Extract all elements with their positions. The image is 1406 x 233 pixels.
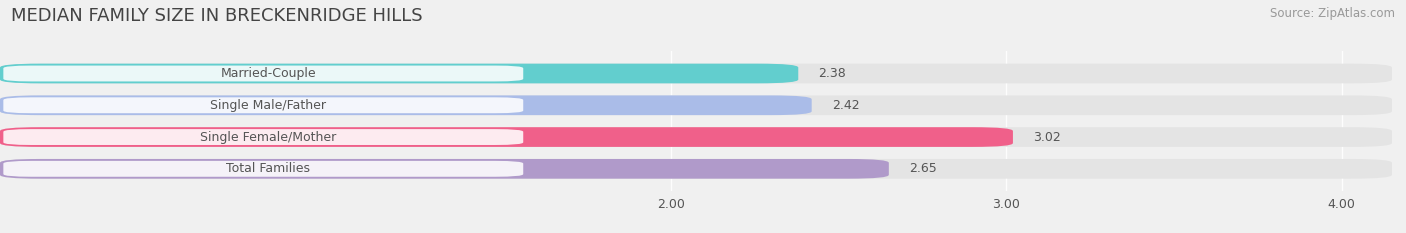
- Text: 2.42: 2.42: [832, 99, 859, 112]
- Text: Single Female/Mother: Single Female/Mother: [200, 130, 336, 144]
- FancyBboxPatch shape: [0, 127, 1392, 147]
- FancyBboxPatch shape: [0, 127, 1012, 147]
- FancyBboxPatch shape: [0, 96, 811, 115]
- Text: Source: ZipAtlas.com: Source: ZipAtlas.com: [1270, 7, 1395, 20]
- FancyBboxPatch shape: [0, 64, 1392, 83]
- Text: Married-Couple: Married-Couple: [221, 67, 316, 80]
- FancyBboxPatch shape: [0, 159, 889, 179]
- FancyBboxPatch shape: [0, 96, 1392, 115]
- FancyBboxPatch shape: [3, 161, 523, 177]
- Text: 2.65: 2.65: [908, 162, 936, 175]
- FancyBboxPatch shape: [0, 159, 1392, 179]
- FancyBboxPatch shape: [3, 129, 523, 145]
- FancyBboxPatch shape: [3, 65, 523, 82]
- FancyBboxPatch shape: [0, 64, 799, 83]
- Text: MEDIAN FAMILY SIZE IN BRECKENRIDGE HILLS: MEDIAN FAMILY SIZE IN BRECKENRIDGE HILLS: [11, 7, 423, 25]
- Text: 2.38: 2.38: [818, 67, 846, 80]
- Text: Single Male/Father: Single Male/Father: [211, 99, 326, 112]
- Text: 3.02: 3.02: [1033, 130, 1060, 144]
- FancyBboxPatch shape: [3, 97, 523, 113]
- Text: Total Families: Total Families: [226, 162, 311, 175]
